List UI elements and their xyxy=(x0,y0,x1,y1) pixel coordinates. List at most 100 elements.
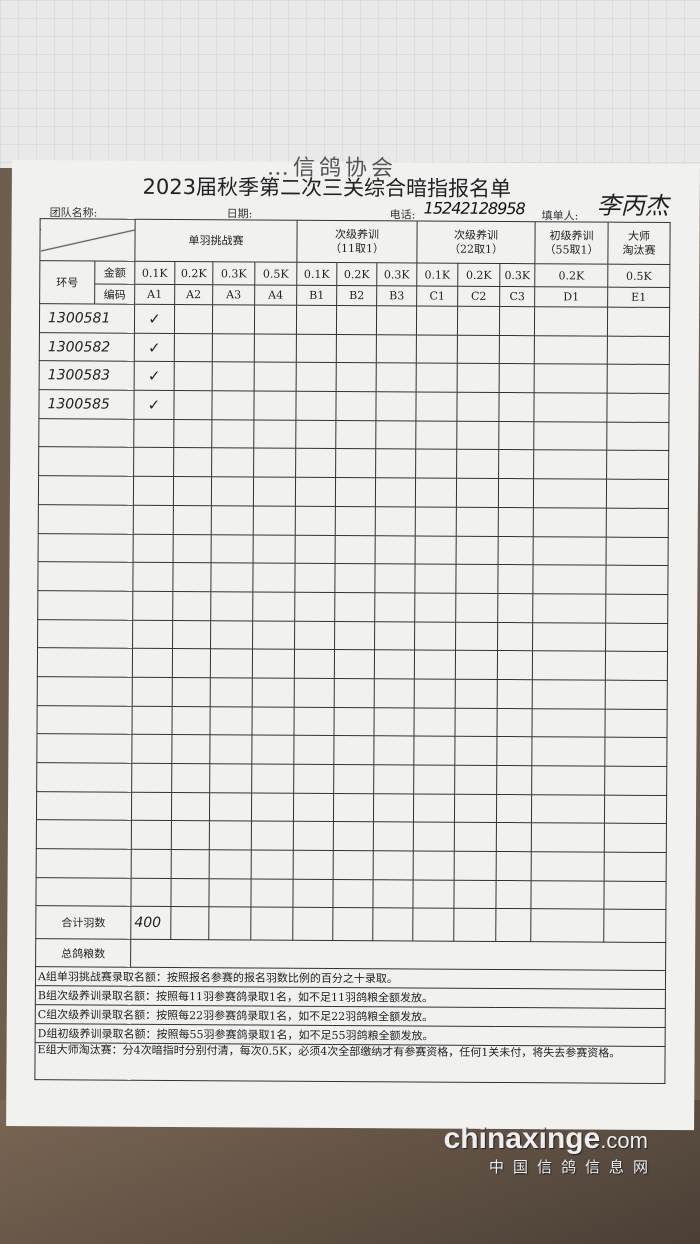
total-cell-C2[interactable] xyxy=(453,908,496,942)
selection-cell-C3[interactable] xyxy=(498,478,534,508)
selection-cell-B2[interactable] xyxy=(335,534,376,564)
selection-cell-B3[interactable] xyxy=(375,506,416,536)
selection-cell-A1[interactable] xyxy=(132,591,173,621)
selection-cell-A2[interactable] xyxy=(172,677,211,707)
selection-cell-C3[interactable] xyxy=(498,421,534,451)
selection-cell-A2[interactable] xyxy=(174,304,213,334)
selection-cell-B2[interactable] xyxy=(336,334,377,364)
ring-number-cell[interactable]: 1300583 xyxy=(39,361,135,391)
selection-cell-A2[interactable] xyxy=(173,390,213,420)
selection-cell-A1[interactable] xyxy=(131,763,172,793)
selection-cell-B2[interactable] xyxy=(335,477,376,507)
selection-cell-B1[interactable] xyxy=(294,678,335,708)
selection-cell-A2[interactable] xyxy=(174,333,213,363)
selection-cell-E1[interactable] xyxy=(604,794,667,824)
selection-cell-E1[interactable] xyxy=(606,421,669,451)
selection-cell-C1[interactable] xyxy=(414,621,456,651)
selection-cell-B3[interactable] xyxy=(374,649,415,679)
selection-cell-C3[interactable] xyxy=(497,708,533,737)
selection-cell-C1[interactable] xyxy=(415,535,457,565)
selection-cell-C2[interactable] xyxy=(456,507,499,536)
selection-cell-C1[interactable] xyxy=(413,851,455,880)
selection-cell-B3[interactable] xyxy=(375,477,416,507)
total-cell-E1[interactable] xyxy=(603,909,666,943)
selection-cell-B2[interactable] xyxy=(335,391,377,421)
selection-cell-B3[interactable] xyxy=(373,793,414,823)
selection-cell-A1[interactable] xyxy=(131,734,172,764)
selection-cell-C1[interactable] xyxy=(414,564,457,594)
selection-cell-C1[interactable] xyxy=(416,363,458,393)
selection-cell-A4[interactable] xyxy=(253,477,296,507)
selection-cell-A3[interactable] xyxy=(209,849,252,879)
selection-cell-B1[interactable] xyxy=(292,878,334,908)
selection-cell-A1[interactable] xyxy=(131,705,173,735)
total-cell-B3[interactable] xyxy=(372,908,413,942)
total-cell-A4[interactable] xyxy=(250,907,293,941)
selection-cell-E1[interactable] xyxy=(607,364,670,394)
ring-number-cell[interactable] xyxy=(38,504,134,534)
selection-cell-C2[interactable] xyxy=(455,707,498,737)
selection-cell-C2[interactable] xyxy=(456,392,500,422)
selection-cell-C1[interactable] xyxy=(415,478,457,508)
selection-cell-A4[interactable] xyxy=(251,763,294,793)
selection-cell-B2[interactable] xyxy=(333,850,374,880)
total-cell-C3[interactable] xyxy=(495,908,531,943)
selection-cell-E1[interactable] xyxy=(605,565,669,595)
selection-cell-B2[interactable] xyxy=(336,362,377,392)
ring-number-cell[interactable] xyxy=(38,418,134,448)
selection-cell-C3[interactable] xyxy=(499,363,535,393)
selection-cell-B1[interactable] xyxy=(296,333,337,363)
selection-cell-D1[interactable] xyxy=(531,765,605,795)
selection-cell-C2[interactable] xyxy=(457,363,500,393)
selection-cell-C1[interactable] xyxy=(416,305,458,335)
selection-cell-A1[interactable]: ✓ xyxy=(134,304,175,334)
selection-cell-D1[interactable] xyxy=(532,679,606,709)
selection-cell-D1[interactable] xyxy=(532,564,607,595)
selection-cell-A4[interactable] xyxy=(252,563,296,593)
selection-cell-B1[interactable] xyxy=(294,649,335,679)
total-cell-C1[interactable] xyxy=(412,908,454,942)
selection-cell-A3[interactable] xyxy=(211,476,254,506)
selection-cell-B1[interactable] xyxy=(296,305,337,335)
selection-cell-A3[interactable] xyxy=(212,304,255,334)
selection-cell-C3[interactable] xyxy=(496,736,533,766)
selection-cell-C3[interactable] xyxy=(497,622,533,651)
selection-cell-A3[interactable] xyxy=(210,620,253,650)
selection-cell-C2[interactable] xyxy=(456,449,499,479)
selection-cell-A1[interactable] xyxy=(131,849,172,879)
selection-cell-C3[interactable] xyxy=(497,593,533,623)
selection-cell-B2[interactable] xyxy=(334,592,375,622)
selection-cell-A3[interactable] xyxy=(209,735,252,764)
selection-cell-A3[interactable] xyxy=(210,677,253,707)
feed-value-cell[interactable] xyxy=(130,939,666,971)
selection-cell-C1[interactable] xyxy=(413,764,455,794)
selection-cell-E1[interactable] xyxy=(606,450,669,480)
selection-cell-B3[interactable] xyxy=(373,822,414,852)
selection-cell-B3[interactable] xyxy=(374,563,416,593)
selection-cell-A1[interactable] xyxy=(133,476,174,506)
selection-cell-A4[interactable] xyxy=(253,534,296,564)
selection-cell-E1[interactable] xyxy=(604,823,667,853)
selection-cell-E1[interactable] xyxy=(606,393,670,423)
selection-cell-B1[interactable] xyxy=(294,563,336,593)
selection-cell-A2[interactable] xyxy=(171,849,210,879)
selection-cell-D1[interactable] xyxy=(532,593,606,623)
selection-cell-A2[interactable] xyxy=(170,878,210,908)
selection-cell-A1[interactable]: ✓ xyxy=(134,332,175,362)
ring-number-cell[interactable] xyxy=(36,705,133,735)
selection-cell-B1[interactable] xyxy=(293,735,334,765)
selection-cell-A1[interactable] xyxy=(130,877,172,907)
selection-cell-C2[interactable] xyxy=(457,334,500,364)
selection-cell-C2[interactable] xyxy=(456,420,499,450)
selection-cell-A3[interactable] xyxy=(209,763,252,793)
selection-cell-B1[interactable] xyxy=(294,620,335,650)
selection-cell-A2[interactable] xyxy=(171,734,210,764)
selection-cell-C2[interactable] xyxy=(455,593,498,623)
selection-cell-B3[interactable] xyxy=(376,334,417,364)
selection-cell-B3[interactable] xyxy=(373,764,414,794)
selection-cell-E1[interactable] xyxy=(607,335,670,365)
selection-cell-A3[interactable] xyxy=(211,419,254,449)
selection-cell-A4[interactable] xyxy=(251,706,295,736)
selection-cell-A4[interactable] xyxy=(253,419,296,449)
selection-cell-D1[interactable] xyxy=(533,507,607,537)
